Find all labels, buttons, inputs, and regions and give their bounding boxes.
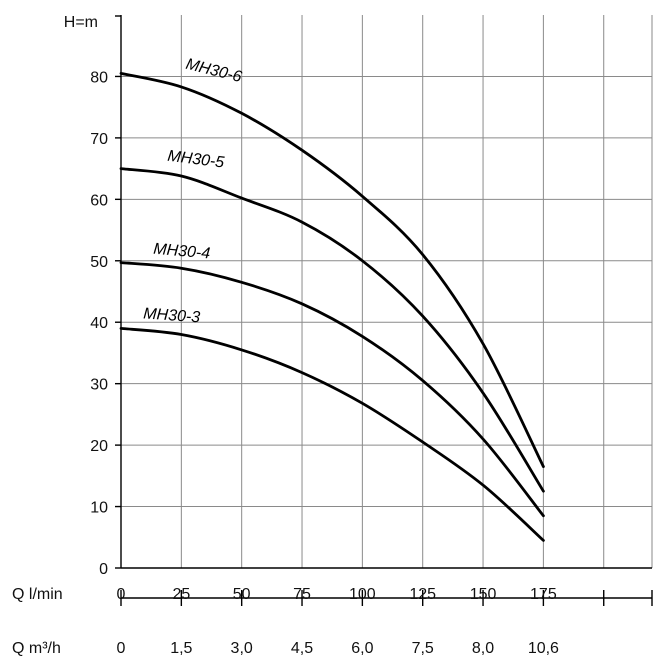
x2-tick-label: 10,6: [528, 640, 559, 657]
x-axis-label: Q l/min: [12, 586, 63, 603]
y-tick-label: 0: [99, 561, 108, 578]
x-tick-label: 175: [530, 586, 557, 603]
y-tick-label: 70: [90, 131, 108, 148]
x-tick-label: 125: [409, 586, 436, 603]
x-tick-label: 75: [293, 586, 311, 603]
x-tick-label: 25: [172, 586, 190, 603]
y-tick-label: 50: [90, 254, 108, 271]
series-line-MH30-4: [119, 261, 545, 518]
y-tick-label: 80: [90, 69, 108, 86]
series-label: MH30-4: [153, 241, 211, 263]
x2-tick-label: 0: [117, 640, 126, 657]
x2-tick-label: 7,5: [412, 640, 434, 657]
x-tick-label: 50: [233, 586, 251, 603]
tick-labels: 0 10 20 30 40 50 60 70 80 0 25 50 75 100 125 150 175 0 1,5…: [90, 56, 559, 657]
x-tick-label: 100: [349, 586, 376, 603]
series-label: MH30-3: [143, 305, 201, 326]
y-axis-label: H=m: [64, 14, 98, 31]
series-curves: [119, 72, 545, 542]
series-label: MH30-5: [167, 148, 226, 172]
y-tick-label: 30: [90, 377, 108, 394]
y-tick-label: 60: [90, 192, 108, 209]
x2-tick-label: 1,5: [170, 640, 192, 657]
axes: [120, 15, 652, 599]
series-line-MH30-5: [119, 167, 545, 493]
grid: [115, 15, 653, 606]
series-line-MH30-6: [119, 72, 545, 468]
series-line-MH30-3: [119, 327, 545, 542]
x-tick-label: 0: [117, 586, 126, 603]
x2-axis-label: Q m³/h: [12, 640, 61, 657]
x2-tick-label: 4,5: [291, 640, 313, 657]
x2-tick-label: 8,0: [472, 640, 494, 657]
series-label: MH30-6: [184, 56, 243, 86]
x-tick-label: 150: [470, 586, 497, 603]
y-tick-label: 10: [90, 500, 108, 517]
y-tick-label: 20: [90, 438, 108, 455]
x2-tick-label: 6,0: [351, 640, 373, 657]
y-tick-label: 40: [90, 315, 108, 332]
x2-tick-label: 3,0: [231, 640, 253, 657]
